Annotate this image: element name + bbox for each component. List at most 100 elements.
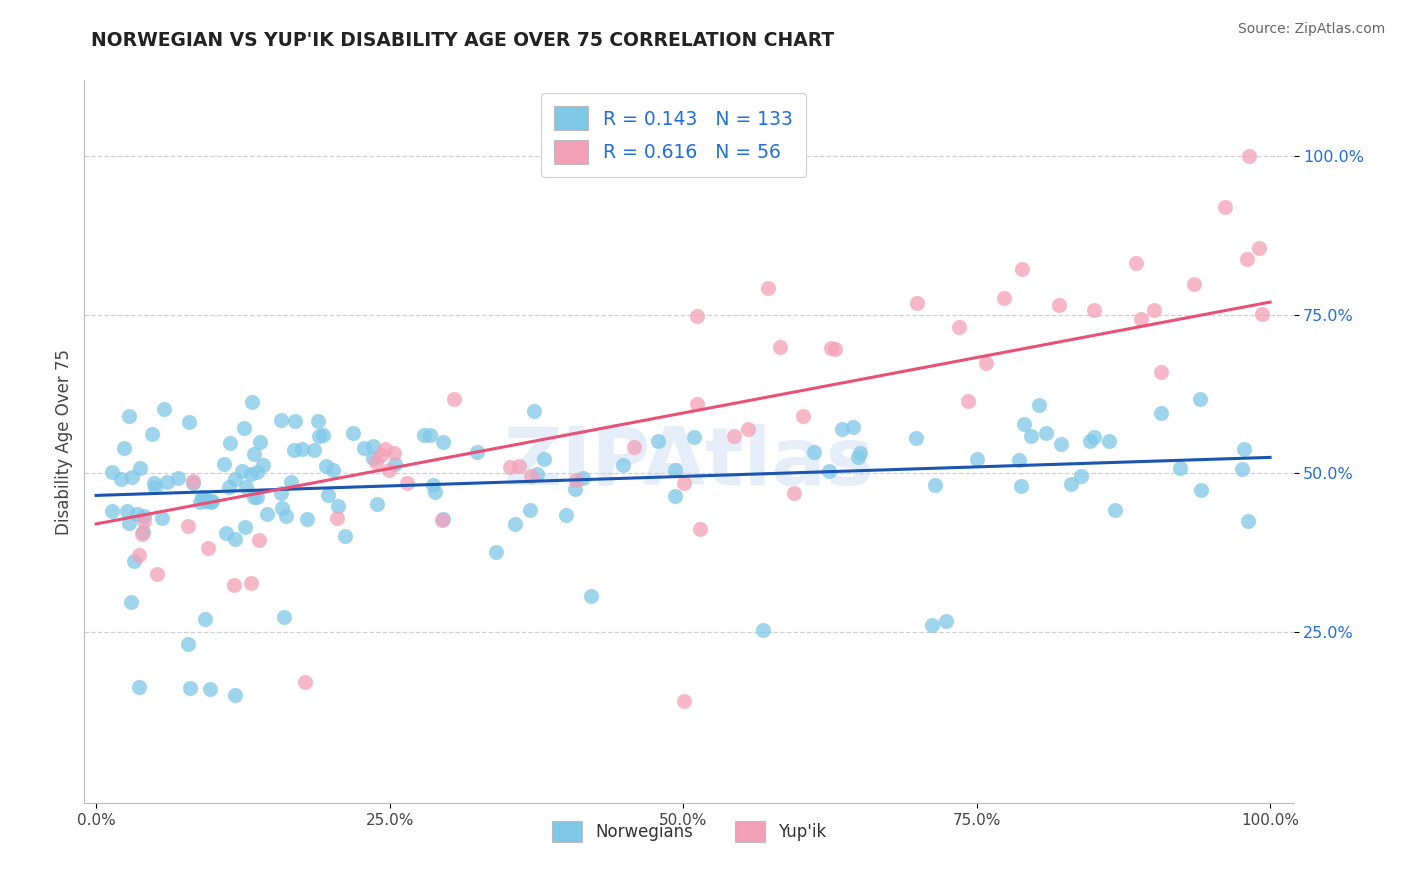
- Point: [803, 445, 825, 459]
- Point: [948, 320, 970, 334]
- Point: [366, 455, 388, 469]
- Point: [315, 459, 337, 474]
- Point: [974, 356, 997, 370]
- Point: [361, 450, 384, 465]
- Point: [326, 510, 349, 524]
- Point: [197, 541, 219, 555]
- Point: [112, 441, 135, 455]
- Point: [200, 495, 222, 509]
- Point: [222, 578, 245, 592]
- Point: [1249, 241, 1271, 255]
- Point: [280, 475, 302, 490]
- Point: [1182, 277, 1205, 291]
- Point: [218, 480, 240, 494]
- Point: [673, 475, 696, 490]
- Point: [966, 451, 988, 466]
- Point: [1143, 303, 1166, 318]
- Point: [353, 442, 375, 456]
- Point: [235, 480, 257, 494]
- Point: [326, 499, 349, 513]
- Point: [224, 533, 246, 547]
- Point: [623, 440, 645, 454]
- Point: [769, 341, 792, 355]
- Point: [1010, 478, 1032, 492]
- Point: [842, 419, 865, 434]
- Point: [235, 520, 257, 534]
- Point: [242, 446, 264, 460]
- Point: [1125, 256, 1147, 270]
- Point: [177, 415, 200, 429]
- Point: [224, 689, 246, 703]
- Point: [993, 291, 1015, 305]
- Point: [1078, 434, 1101, 448]
- Point: [270, 413, 292, 427]
- Point: [143, 480, 166, 494]
- Point: [782, 486, 804, 500]
- Point: [824, 342, 846, 356]
- Point: [612, 458, 634, 472]
- Point: [141, 427, 163, 442]
- Point: [150, 510, 173, 524]
- Point: [683, 430, 706, 444]
- Point: [121, 470, 143, 484]
- Point: [247, 533, 270, 548]
- Point: [322, 463, 344, 477]
- Point: [246, 490, 269, 504]
- Point: [252, 458, 274, 472]
- Point: [243, 490, 266, 504]
- Point: [1047, 298, 1070, 312]
- Point: [143, 476, 166, 491]
- Point: [295, 512, 318, 526]
- Point: [425, 485, 447, 500]
- Point: [1250, 307, 1272, 321]
- Point: [956, 393, 979, 408]
- Point: [1083, 430, 1105, 444]
- Point: [101, 504, 124, 518]
- Point: [1104, 502, 1126, 516]
- Point: [756, 280, 779, 294]
- Point: [188, 495, 211, 509]
- Point: [523, 404, 546, 418]
- Point: [503, 516, 526, 531]
- Point: [818, 464, 841, 478]
- Point: [153, 402, 176, 417]
- Point: [1129, 311, 1152, 326]
- Point: [526, 467, 548, 481]
- Point: [419, 428, 441, 442]
- Point: [117, 504, 139, 518]
- Point: [1189, 483, 1212, 497]
- Point: [307, 414, 329, 428]
- Point: [905, 295, 928, 310]
- Point: [384, 457, 406, 471]
- Point: [685, 397, 707, 411]
- Point: [533, 451, 555, 466]
- Point: [382, 446, 405, 460]
- Point: [751, 623, 773, 637]
- Point: [849, 446, 872, 460]
- Point: [422, 478, 444, 492]
- Point: [304, 442, 326, 457]
- Point: [283, 443, 305, 458]
- Point: [1237, 149, 1260, 163]
- Point: [1098, 434, 1121, 448]
- Point: [132, 524, 155, 539]
- Point: [564, 482, 586, 496]
- Point: [177, 519, 200, 533]
- Point: [128, 548, 150, 562]
- Point: [125, 507, 148, 521]
- Point: [581, 589, 603, 603]
- Point: [294, 675, 316, 690]
- Point: [820, 341, 842, 355]
- Point: [921, 618, 943, 632]
- Point: [1019, 429, 1042, 443]
- Point: [904, 431, 927, 445]
- Point: [134, 514, 156, 528]
- Point: [485, 545, 508, 559]
- Point: [342, 425, 364, 440]
- Point: [249, 435, 271, 450]
- Point: [1232, 462, 1254, 476]
- Point: [443, 392, 465, 407]
- Point: [273, 609, 295, 624]
- Point: [333, 529, 356, 543]
- Point: [1236, 252, 1258, 266]
